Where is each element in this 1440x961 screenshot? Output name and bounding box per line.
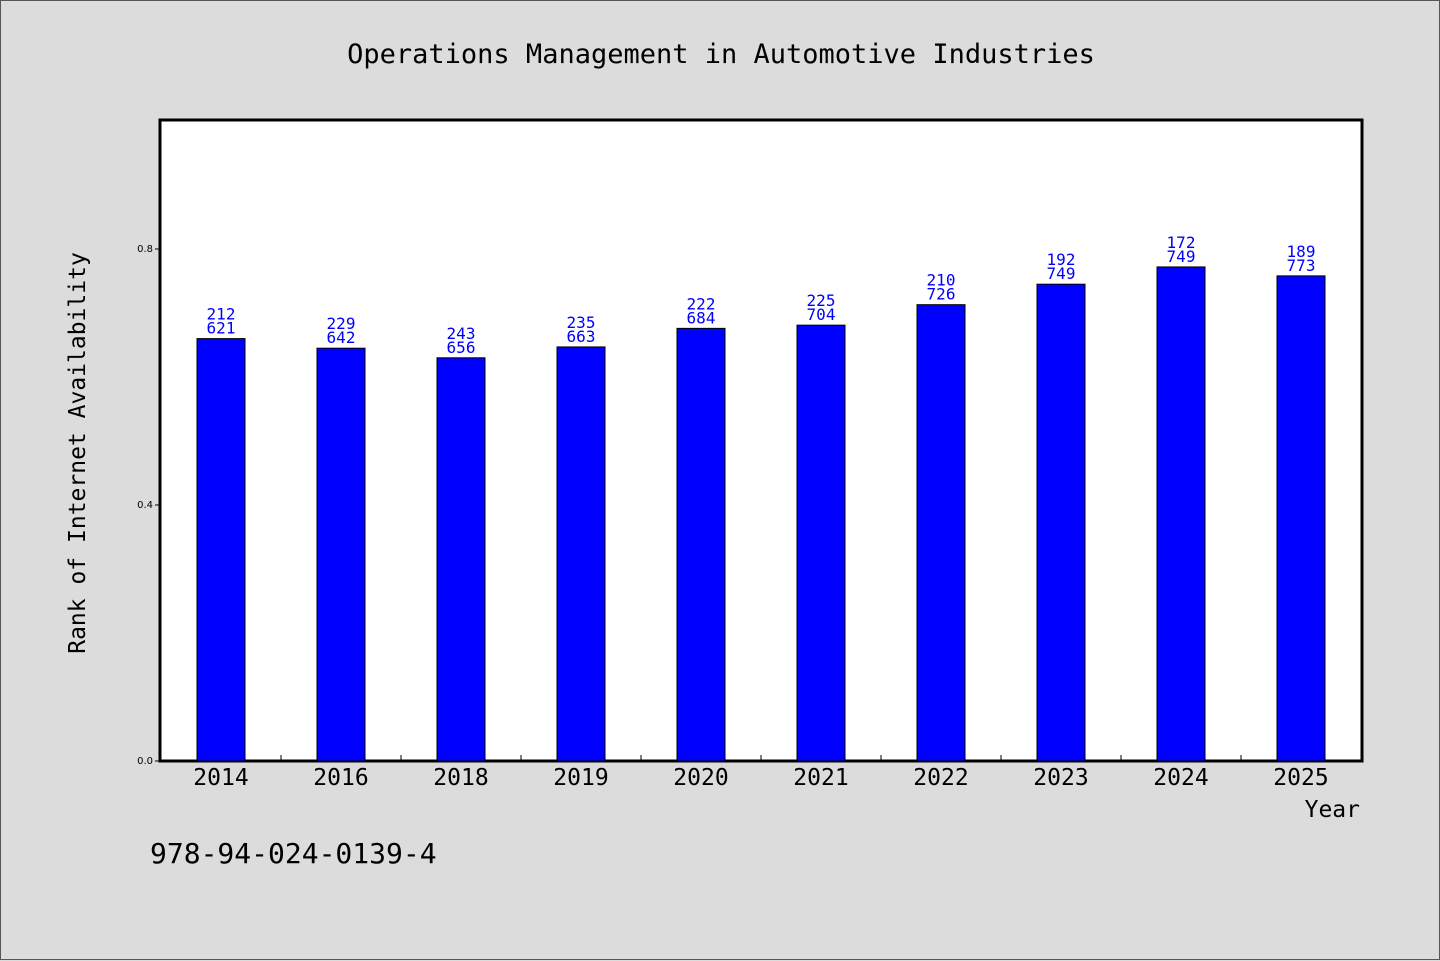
bar-2014 bbox=[196, 338, 246, 762]
x-tick-label: 2025 bbox=[1273, 765, 1328, 791]
data-label-top: 192 bbox=[1047, 250, 1076, 269]
x-tick-label: 2016 bbox=[313, 765, 368, 791]
data-label-bottom: 684 bbox=[687, 308, 716, 327]
data-label-top: 225 bbox=[807, 291, 836, 310]
bar-2024 bbox=[1156, 266, 1206, 762]
chart-title: Operations Management in Automotive Indu… bbox=[347, 39, 1095, 70]
data-label-bottom: 749 bbox=[1167, 247, 1196, 266]
bar-series bbox=[196, 266, 1326, 762]
x-tick-label: 2014 bbox=[193, 765, 248, 791]
y-axis-title: Rank of Internet Availability bbox=[65, 252, 91, 654]
y-tick-label: 0.4 bbox=[137, 500, 153, 511]
data-label-top: 172 bbox=[1167, 233, 1196, 252]
data-label-top: 222 bbox=[687, 294, 716, 313]
y-tick-label: 0.8 bbox=[137, 244, 153, 255]
bar-2022 bbox=[916, 304, 966, 762]
y-tick-label: 0.0 bbox=[137, 756, 153, 767]
data-label-bottom: 656 bbox=[447, 338, 476, 357]
x-tick-label: 2022 bbox=[913, 765, 968, 791]
data-label-bottom: 663 bbox=[567, 327, 596, 346]
x-tick-label: 2020 bbox=[673, 765, 728, 791]
data-label-bottom: 621 bbox=[207, 319, 236, 338]
data-label-top: 235 bbox=[567, 313, 596, 332]
x-tick-label: 2018 bbox=[433, 765, 488, 791]
data-label-bottom: 749 bbox=[1047, 264, 1076, 283]
x-axis-title: Year bbox=[1305, 797, 1360, 823]
x-tick-label: 2023 bbox=[1033, 765, 1088, 791]
bar-2018 bbox=[436, 357, 486, 762]
x-tick-label: 2021 bbox=[793, 765, 848, 791]
data-label-top: 229 bbox=[327, 314, 356, 333]
data-label-top: 212 bbox=[207, 305, 236, 324]
bar-2023 bbox=[1036, 283, 1086, 762]
data-label-bottom: 726 bbox=[927, 285, 956, 304]
bar-2019 bbox=[556, 346, 606, 762]
data-label-top: 210 bbox=[927, 271, 956, 290]
x-tick-label: 2019 bbox=[553, 765, 608, 791]
isbn-footer: 978-94-024-0139-4 bbox=[150, 837, 437, 870]
bar-2021 bbox=[796, 324, 846, 762]
x-axis: 2014 2016 2018 2019 2020 2021 2022 2023 2024 2025 bbox=[193, 755, 1329, 791]
y-axis: 0.0 0.4 0.8 bbox=[137, 244, 161, 767]
data-label-top: 189 bbox=[1287, 242, 1316, 261]
bar-2020 bbox=[676, 327, 726, 762]
data-label-bottom: 642 bbox=[327, 328, 356, 347]
data-label-bottom: 704 bbox=[807, 305, 836, 324]
data-label-bottom: 773 bbox=[1287, 256, 1316, 275]
data-label-top: 243 bbox=[447, 324, 476, 343]
x-tick-label: 2024 bbox=[1153, 765, 1208, 791]
bar-2025 bbox=[1276, 275, 1326, 762]
bar-2016 bbox=[316, 347, 366, 762]
